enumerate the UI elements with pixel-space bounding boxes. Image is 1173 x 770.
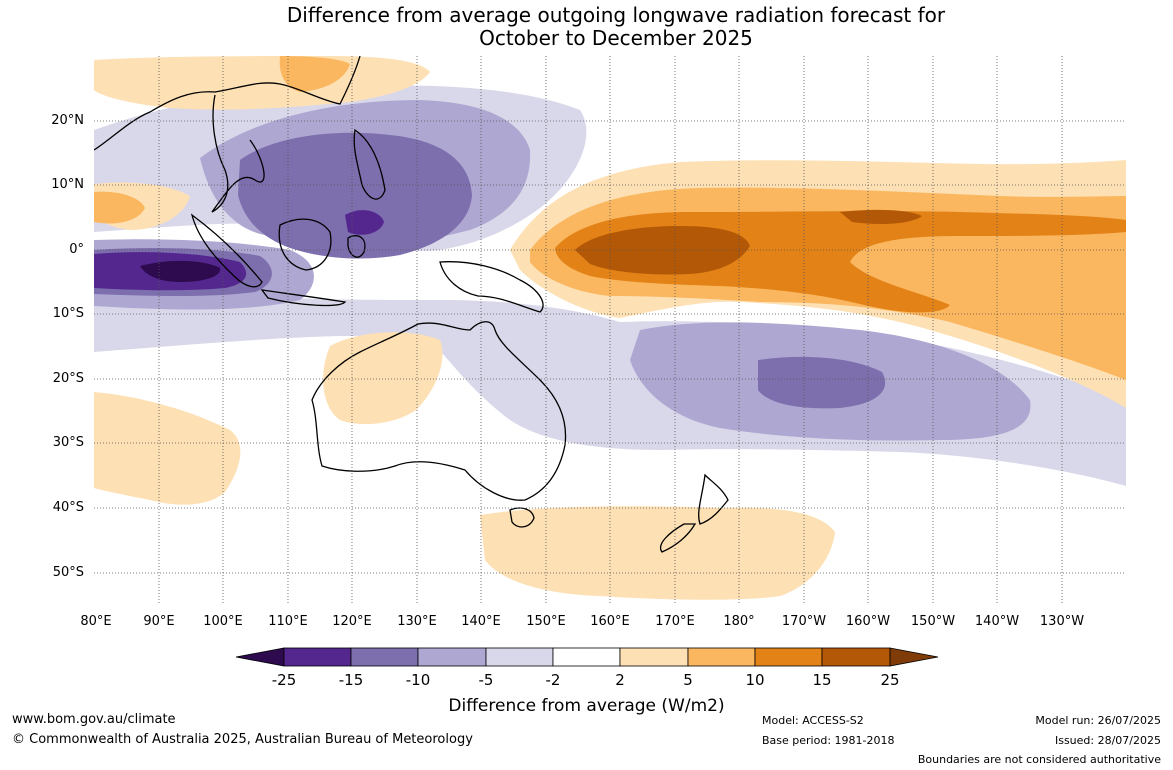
region-neg-dark-south: [758, 356, 886, 409]
colorbar-label: Difference from average (W/m2): [448, 696, 725, 716]
lon-label-170w: 170°W: [781, 614, 827, 629]
lat-label-20s: 20°S: [52, 371, 84, 386]
lon-label-90e: 90°E: [143, 614, 175, 629]
lat-label-20n: 20°N: [51, 113, 84, 128]
new-guinea-outline: [439, 261, 544, 313]
sumatra-outline: [190, 213, 263, 288]
lon-label-150w: 150°W: [910, 614, 956, 629]
colorbar: [235, 647, 939, 667]
colorbar-bin-neg-15-10: [350, 647, 419, 667]
lat-label-10s: 10°S: [52, 306, 84, 321]
colorbar-tick: -2: [545, 671, 561, 689]
colorbar-tick: -25: [271, 671, 297, 689]
borneo-outline: [278, 218, 332, 271]
title-line-2: October to December 2025: [479, 26, 753, 50]
title-line-1: Difference from average outgoing longwav…: [286, 3, 946, 27]
footer-url[interactable]: www.bom.gov.au/climate: [12, 712, 176, 727]
colorbar-tick: -15: [338, 671, 364, 689]
region-pos-southern-ocean: [480, 506, 835, 600]
colorbar-tick: 10: [745, 671, 765, 689]
lon-label-140w: 140°W: [974, 614, 1020, 629]
footer-disclaimer: Boundaries are not considered authoritat…: [917, 753, 1161, 766]
java-outline: [260, 289, 347, 307]
lon-label-130e: 130°E: [397, 614, 437, 629]
tasmania-outline: [509, 507, 535, 528]
lon-label-110e: 110°E: [268, 614, 308, 629]
sulawesi-outline: [347, 235, 366, 258]
colorbar-tick: 5: [683, 671, 693, 689]
colorbar-bin-pos-15-25: [821, 647, 891, 667]
footer-copyright: © Commonwealth of Australia 2025, Austra…: [12, 732, 473, 747]
footer-model-run: Model run: 26/07/2025: [1035, 714, 1161, 727]
colorbar-tick: -10: [405, 671, 431, 689]
region-pos-asia-mid: [279, 56, 350, 92]
colorbar-bin-pos-10-15: [754, 647, 823, 667]
new-zealand-north-outline: [698, 473, 729, 525]
region-pos-deep-tropics-east: [840, 209, 922, 224]
region-neg-deep-2: [345, 210, 384, 235]
colorbar-bin-neg-10-5: [417, 647, 487, 667]
lon-label-140e: 140°E: [461, 614, 501, 629]
colorbar-under-arrow: [235, 647, 285, 667]
lon-label-180: 180°: [723, 614, 755, 629]
lon-label-130w: 130°W: [1039, 614, 1085, 629]
colorbar-bin-neg-25-15: [283, 647, 352, 667]
lon-label-160w: 160°W: [845, 614, 891, 629]
region-pos-west-ocean: [94, 392, 241, 505]
chart-title: Difference from average outgoing longwav…: [0, 4, 1173, 50]
philippines-outline: [353, 128, 386, 200]
colorbar-over-arrow: [889, 647, 939, 667]
lat-label-40s: 40°S: [52, 500, 84, 515]
lat-label-equator: 0°: [69, 242, 84, 257]
region-pos-west-equator-mid: [94, 191, 145, 224]
footer-base-period: Base period: 1981-2018: [762, 734, 895, 747]
graticule: [94, 56, 1126, 604]
colorbar-tick: 25: [880, 671, 900, 689]
lat-label-30s: 30°S: [52, 435, 84, 450]
colorbar-bin-pos-2-5: [619, 647, 689, 667]
asia-mainland-outline: [94, 56, 361, 213]
colorbar-bin-neutral: [552, 647, 621, 667]
coastlines: [94, 56, 729, 553]
colorbar-bin-pos-5-10: [687, 647, 756, 667]
lon-label-160e: 160°E: [590, 614, 630, 629]
region-neg-dark-central: [238, 132, 472, 259]
lon-label-150e: 150°E: [526, 614, 566, 629]
lat-label-50s: 50°S: [52, 565, 84, 580]
colorbar-tick: 15: [812, 671, 832, 689]
lat-label-10n: 10°N: [51, 177, 84, 192]
region-pos-deep-tropics: [575, 226, 750, 275]
colorbar-bin-neg-5-2: [485, 647, 554, 667]
lon-label-120e: 120°E: [332, 614, 372, 629]
new-zealand-south-outline: [660, 523, 697, 553]
colorbar-tick: -5: [478, 671, 494, 689]
footer-model: Model: ACCESS-S2: [762, 714, 864, 727]
lon-label-100e: 100°E: [203, 614, 243, 629]
lon-label-170e: 170°E: [655, 614, 695, 629]
region-neg-extreme: [140, 260, 221, 282]
australia-outline: [311, 321, 567, 501]
lon-label-80e: 80°E: [80, 614, 112, 629]
footer-issued: Issued: 28/07/2025: [1054, 734, 1161, 747]
colorbar-tick: 2: [615, 671, 625, 689]
